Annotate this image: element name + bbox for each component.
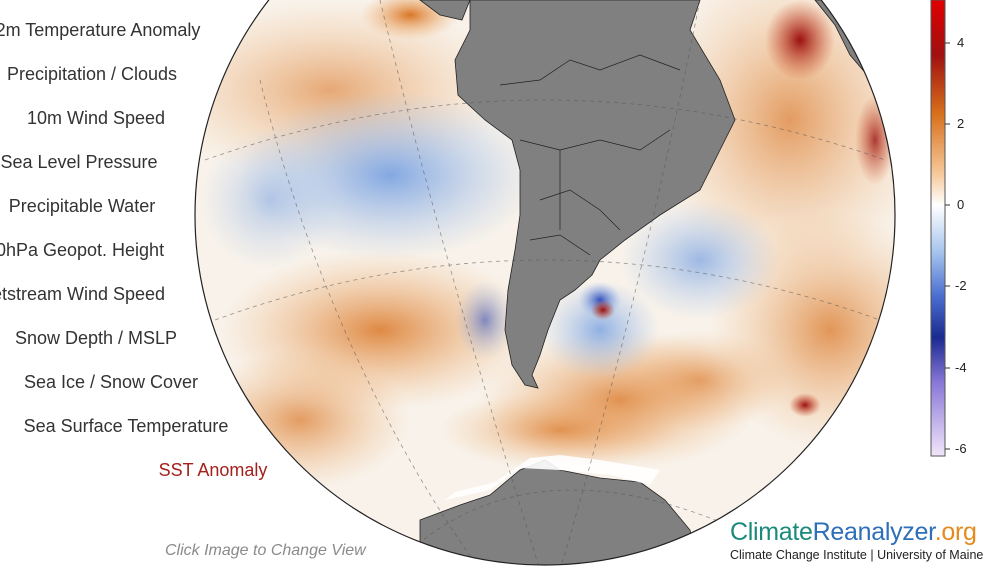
menu-item-wind-speed[interactable]: 10m Wind Speed — [26, 108, 166, 128]
colorbar-tick: -4 — [955, 360, 967, 375]
menu-item-jetstream[interactable]: Jetstream Wind Speed — [0, 284, 166, 304]
brand-part-1: Climate — [730, 518, 813, 546]
menu-item-precipitable-water[interactable]: Precipitable Water — [8, 196, 156, 216]
change-view-hint: Click Image to Change View — [165, 542, 366, 559]
colorbar-tick: 4 — [957, 35, 965, 50]
menu-item-sst-anomaly[interactable]: SST Anomaly — [158, 460, 268, 480]
menu-item-precipitation[interactable]: Precipitation / Clouds — [6, 64, 178, 84]
variable-menu: 2m Temperature Anomaly Precipitation / C… — [0, 0, 300, 570]
menu-item-snow-depth[interactable]: Snow Depth / MSLP — [14, 328, 178, 348]
menu-item-sst[interactable]: Sea Surface Temperature — [23, 416, 229, 436]
brand-part-3: .org — [934, 518, 977, 546]
menu-item-sea-level-pressure[interactable]: Sea Level Pressure — [0, 152, 158, 172]
brand-subtitle: Climate Change Institute | University of… — [730, 548, 984, 562]
colorbar-tick: 2 — [957, 116, 965, 131]
menu-item-2m-temp-anomaly[interactable]: 2m Temperature Anomaly — [0, 20, 201, 40]
brand-logo[interactable]: ClimateReanalyzer.org Climate Change Ins… — [730, 518, 983, 562]
antarctica-landmass — [419, 459, 701, 565]
menu-item-geopotential-height[interactable]: 500hPa Geopot. Height — [0, 240, 165, 260]
south-america-landmass — [454, 0, 736, 389]
menu-item-sea-ice[interactable]: Sea Ice / Snow Cover — [23, 372, 199, 392]
colorbar-tick: -6 — [955, 441, 967, 456]
brand-part-2: Reanalyzer — [812, 518, 935, 546]
colorbar-tick: 0 — [957, 197, 965, 212]
colorbar — [930, 0, 946, 457]
colorbar-tick: -2 — [955, 278, 967, 293]
